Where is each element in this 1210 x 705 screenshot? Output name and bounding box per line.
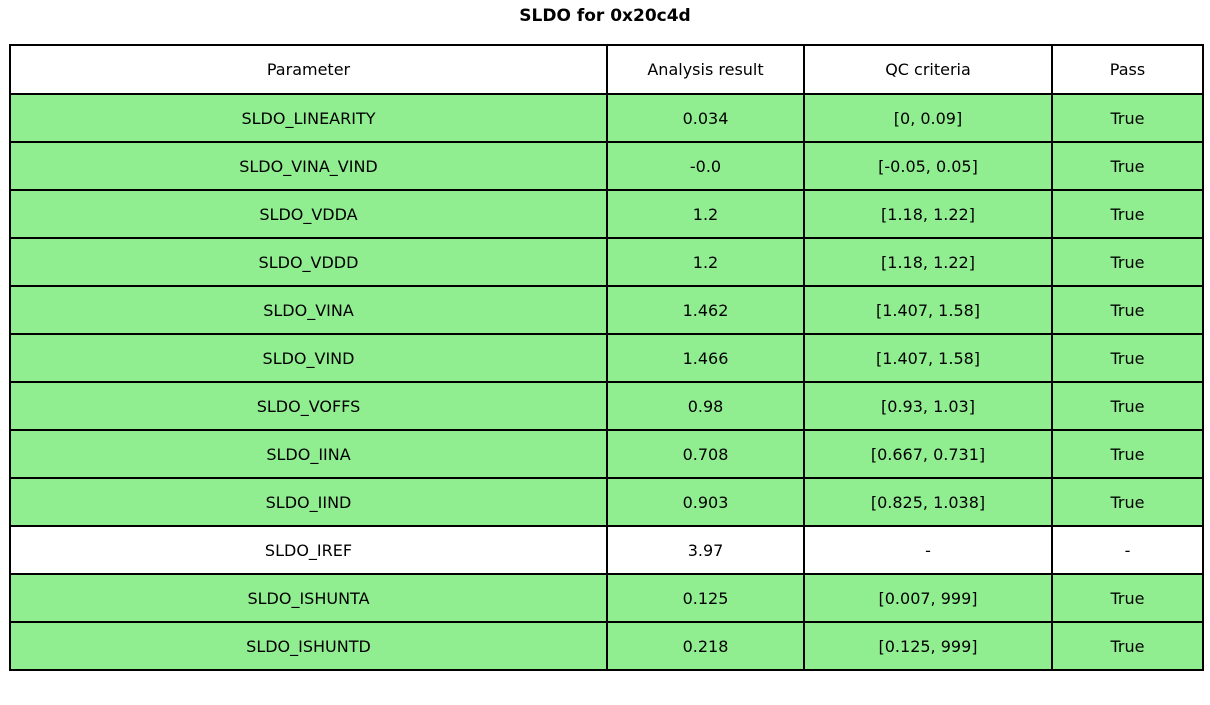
table-row: SLDO_VDDA 1.2 [1.18, 1.22] True xyxy=(9,189,1204,239)
header-qc-criteria: QC criteria xyxy=(803,44,1053,95)
pass-cell: True xyxy=(1051,93,1204,143)
qc-cell: - xyxy=(803,525,1053,575)
qc-cell: [0.825, 1.038] xyxy=(803,477,1053,527)
pass-cell: True xyxy=(1051,621,1204,671)
qc-cell: [1.407, 1.58] xyxy=(803,333,1053,383)
table-row: SLDO_IINA 0.708 [0.667, 0.731] True xyxy=(9,429,1204,479)
pass-cell: - xyxy=(1051,525,1204,575)
qc-results-table: Parameter Analysis result QC criteria Pa… xyxy=(9,44,1204,671)
param-cell: SLDO_ISHUNTA xyxy=(9,573,608,623)
result-cell: -0.0 xyxy=(606,141,805,191)
result-cell: 1.462 xyxy=(606,285,805,335)
pass-cell: True xyxy=(1051,141,1204,191)
param-cell: SLDO_IIND xyxy=(9,477,608,527)
qc-cell: [1.407, 1.58] xyxy=(803,285,1053,335)
result-cell: 0.903 xyxy=(606,477,805,527)
param-cell: SLDO_VDDA xyxy=(9,189,608,239)
result-cell: 1.2 xyxy=(606,237,805,287)
page-title: SLDO for 0x20c4d xyxy=(519,6,691,26)
header-parameter: Parameter xyxy=(9,44,608,95)
pass-cell: True xyxy=(1051,573,1204,623)
qc-cell: [-0.05, 0.05] xyxy=(803,141,1053,191)
table-row: SLDO_ISHUNTD 0.218 [0.125, 999] True xyxy=(9,621,1204,671)
param-cell: SLDO_LINEARITY xyxy=(9,93,608,143)
result-cell: 0.708 xyxy=(606,429,805,479)
pass-cell: True xyxy=(1051,381,1204,431)
table-row: SLDO_VINA 1.462 [1.407, 1.58] True xyxy=(9,285,1204,335)
pass-cell: True xyxy=(1051,477,1204,527)
header-pass: Pass xyxy=(1051,44,1204,95)
qc-cell: [0.667, 0.731] xyxy=(803,429,1053,479)
result-cell: 1.2 xyxy=(606,189,805,239)
qc-cell: [0, 0.09] xyxy=(803,93,1053,143)
table-row: SLDO_VDDD 1.2 [1.18, 1.22] True xyxy=(9,237,1204,287)
result-cell: 0.218 xyxy=(606,621,805,671)
result-cell: 1.466 xyxy=(606,333,805,383)
table-row: SLDO_VIND 1.466 [1.407, 1.58] True xyxy=(9,333,1204,383)
param-cell: SLDO_VOFFS xyxy=(9,381,608,431)
pass-cell: True xyxy=(1051,285,1204,335)
qc-cell: [1.18, 1.22] xyxy=(803,189,1053,239)
qc-cell: [1.18, 1.22] xyxy=(803,237,1053,287)
qc-cell: [0.007, 999] xyxy=(803,573,1053,623)
header-analysis-result: Analysis result xyxy=(606,44,805,95)
pass-cell: True xyxy=(1051,237,1204,287)
param-cell: SLDO_IREF xyxy=(9,525,608,575)
param-cell: SLDO_VINA xyxy=(9,285,608,335)
table-row: SLDO_IREF 3.97 - - xyxy=(9,525,1204,575)
table-header-row: Parameter Analysis result QC criteria Pa… xyxy=(9,44,1204,95)
param-cell: SLDO_VDDD xyxy=(9,237,608,287)
pass-cell: True xyxy=(1051,189,1204,239)
qc-cell: [0.93, 1.03] xyxy=(803,381,1053,431)
result-cell: 0.98 xyxy=(606,381,805,431)
pass-cell: True xyxy=(1051,333,1204,383)
table-row: SLDO_IIND 0.903 [0.825, 1.038] True xyxy=(9,477,1204,527)
result-cell: 0.125 xyxy=(606,573,805,623)
param-cell: SLDO_VIND xyxy=(9,333,608,383)
param-cell: SLDO_IINA xyxy=(9,429,608,479)
qc-cell: [0.125, 999] xyxy=(803,621,1053,671)
result-cell: 0.034 xyxy=(606,93,805,143)
param-cell: SLDO_VINA_VIND xyxy=(9,141,608,191)
result-cell: 3.97 xyxy=(606,525,805,575)
table-row: SLDO_VOFFS 0.98 [0.93, 1.03] True xyxy=(9,381,1204,431)
pass-cell: True xyxy=(1051,429,1204,479)
param-cell: SLDO_ISHUNTD xyxy=(9,621,608,671)
table-row: SLDO_VINA_VIND -0.0 [-0.05, 0.05] True xyxy=(9,141,1204,191)
table-row: SLDO_LINEARITY 0.034 [0, 0.09] True xyxy=(9,93,1204,143)
table-row: SLDO_ISHUNTA 0.125 [0.007, 999] True xyxy=(9,573,1204,623)
